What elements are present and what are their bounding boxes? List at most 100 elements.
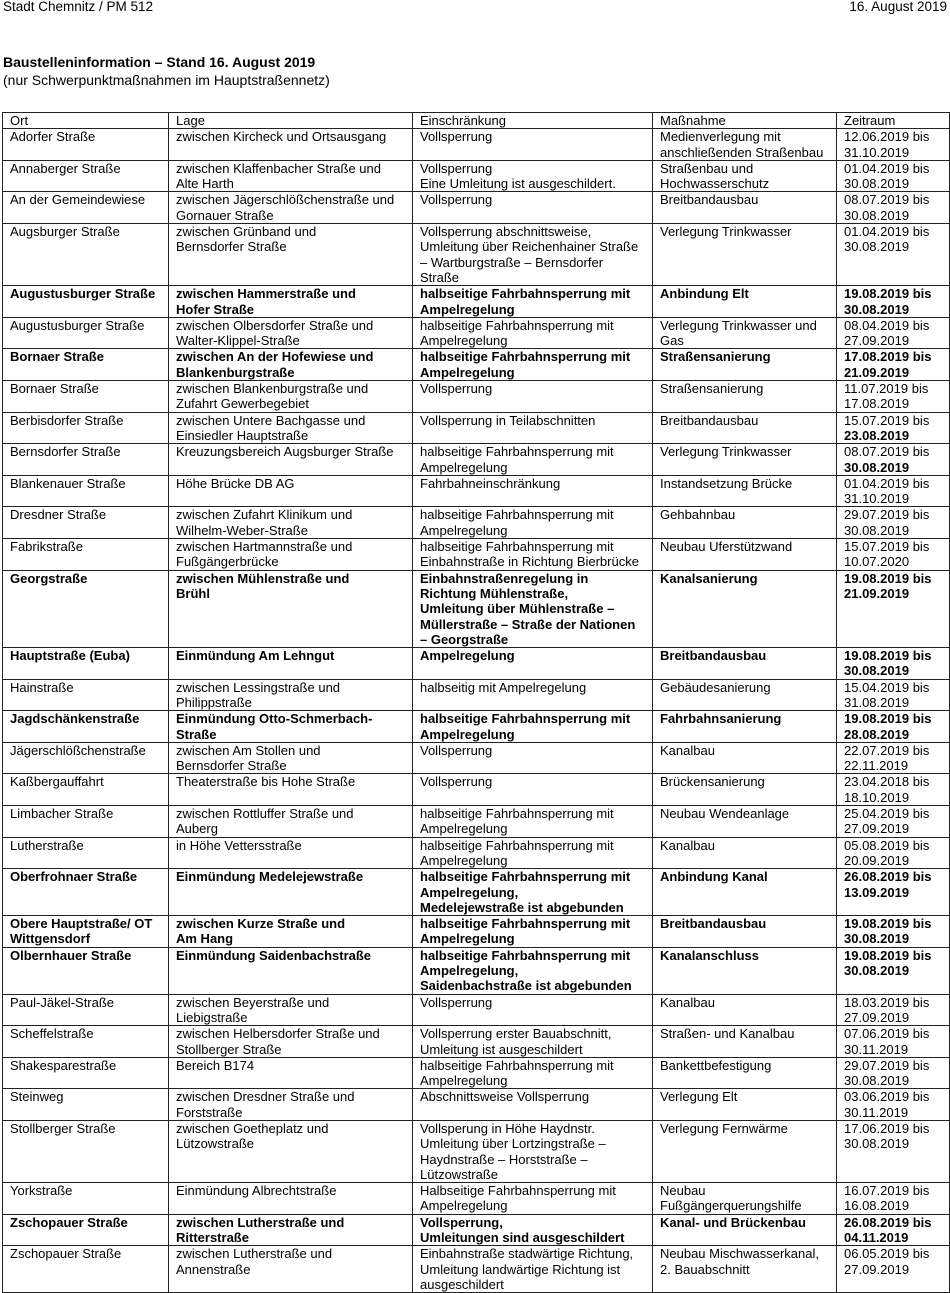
zeitraum-bis-label: bis xyxy=(912,160,930,176)
cell-zeitraum: 26.08.2019 bis 04.11.2019 xyxy=(836,1213,950,1247)
zeitraum-bis: 27.09.2019 xyxy=(844,1009,910,1025)
cell-einschraenkung: halbseitige Fahrbahnsperrung mit Ampelre… xyxy=(412,348,653,382)
cell-ort: Paul-Jäkel-Straße xyxy=(2,993,169,1027)
cell-zeitraum: 19.08.2019 bis 30.08.2019 xyxy=(836,285,950,318)
cell-zeitraum: 01.04.2019 bis 30.08.2019 xyxy=(836,223,950,287)
cell-zeitraum: 03.06.2019 bis 30.11.2019 xyxy=(836,1088,950,1121)
zeitraum-bis: 30.08.2019 xyxy=(844,301,910,317)
cell-lage: zwischen Dresdner Straße und Forststraße xyxy=(168,1088,413,1121)
cell-massnahme: Gebäudesanierung xyxy=(652,678,837,712)
cell-einschraenkung: halbseitige Fahrbahnsperrung mit Ampelre… xyxy=(412,316,653,350)
zeitraum-von: 29.07.2019 xyxy=(844,507,910,523)
cell-massnahme: Medienverlegung mit anschließenden Straß… xyxy=(652,128,837,161)
cell-einschraenkung: Halbseitige Fahrbahnsperrung mit Ampelre… xyxy=(412,1182,653,1215)
zeitraum-bis-label: bis xyxy=(912,1026,930,1042)
cell-zeitraum: 19.08.2019 bis 28.08.2019 xyxy=(836,710,950,743)
cell-ort: An der Gemeindewiese xyxy=(2,191,169,225)
zeitraum-von: 18.03.2019 xyxy=(844,994,910,1010)
zeitraum-bis: 30.11.2019 xyxy=(844,1104,909,1120)
cell-zeitraum: 26.08.2019 bis 13.09.2019 xyxy=(836,868,950,917)
zeitraum-bis-label: bis xyxy=(912,711,932,727)
cell-ort: Shakesparestraße xyxy=(2,1056,169,1090)
zeitraum-bis-label: bis xyxy=(912,916,932,932)
cell-zeitraum: 16.07.2019 bis 16.08.2019 xyxy=(836,1182,950,1215)
cell-zeitraum: 01.04.2019 bis 30.08.2019 xyxy=(836,159,950,193)
cell-massnahme: Kanalanschluss xyxy=(652,946,837,995)
cell-einschraenkung: Vollsperrung erster Bauabschnitt, Umleit… xyxy=(412,1025,653,1058)
table-header-row: Ort Lage Einschränkung Maßnahme Zeitraum xyxy=(2,111,950,130)
zeitraum-bis: 27.09.2019 xyxy=(844,821,910,837)
cell-einschraenkung: halbseitige Fahrbahnsperrung mit Ampelre… xyxy=(412,868,653,917)
cell-massnahme: Brückensanierung xyxy=(652,773,837,807)
cell-massnahme: Kanal- und Brückenbau xyxy=(652,1213,837,1247)
zeitraum-von: 03.06.2019 xyxy=(844,1089,910,1105)
zeitraum-von: 07.06.2019 xyxy=(844,1026,910,1042)
column-header-lage: Lage xyxy=(168,111,413,130)
cell-zeitraum: 25.04.2019 bis 27.09.2019 xyxy=(836,805,950,838)
cell-ort: Fabrikstraße xyxy=(2,538,169,571)
table-row: Hauptstraße (Euba) Einmündung Am Lehngut A… xyxy=(2,647,950,680)
zeitraum-von: 11.07.2019 xyxy=(844,381,909,397)
zeitraum-von: 08.04.2019 xyxy=(844,317,910,333)
zeitraum-von: 29.07.2019 xyxy=(844,1057,910,1073)
cell-zeitraum: 17.06.2019 bis 30.08.2019 xyxy=(836,1119,950,1184)
cell-massnahme: Bankettbefestigung xyxy=(652,1056,837,1090)
cell-einschraenkung: halbseitige Fahrbahnsperrung mit Ampelre… xyxy=(412,506,653,540)
zeitraum-von: 15.07.2019 xyxy=(844,539,910,555)
cell-einschraenkung: Vollsperrung abschnittsweise, Umleitung … xyxy=(412,223,653,287)
zeitraum-bis: 18.10.2019 xyxy=(844,789,910,805)
cell-einschraenkung: Vollsperung in Höhe Haydnstr. Umleitung … xyxy=(412,1119,653,1184)
cell-lage: zwischen Untere Bachgasse und Einsiedler… xyxy=(168,411,413,445)
cell-massnahme: Neubau Mischwasserkanal, 2. Bauabschnitt xyxy=(652,1245,837,1293)
zeitraum-von: 19.08.2019 xyxy=(844,286,910,302)
table-row: Georgstraße zwischen Mühlenstraße und Brü… xyxy=(2,569,950,649)
cell-lage: zwischen Am Stollen und Bernsdorfer Stra… xyxy=(168,741,413,775)
zeitraum-bis: 17.08.2019 xyxy=(844,396,910,412)
cell-einschraenkung: halbseitige Fahrbahnsperrung mit Ampelre… xyxy=(412,915,653,948)
column-header-ort: Ort xyxy=(2,111,169,130)
cell-lage: zwischen Goetheplatz und Lützowstraße xyxy=(168,1119,413,1184)
table-row: Blankenauer Straße Höhe Brücke DB AG Fahrb… xyxy=(2,474,950,508)
zeitraum-bis: 31.10.2019 xyxy=(844,144,910,160)
cell-massnahme: Gehbahnbau xyxy=(652,506,837,540)
cell-zeitraum: 29.07.2019 bis 30.08.2019 xyxy=(836,506,950,540)
cell-ort: Stollberger Straße xyxy=(2,1119,169,1184)
zeitraum-von: 19.08.2019 xyxy=(844,570,910,586)
table-row: Olbernhauer Straße Einmündung Saidenbachs… xyxy=(2,946,950,995)
zeitraum-bis: 30.08.2019 xyxy=(844,931,910,947)
table-row: Dresdner Straße zwischen Zufahrt Klinikum… xyxy=(2,506,950,540)
cell-ort: Jagdschänkenstraße xyxy=(2,710,169,743)
zeitraum-bis: 22.11.2019 xyxy=(844,758,909,774)
cell-ort: Obere Hauptstraße/ OT Wittgensdorf xyxy=(2,915,169,948)
cell-einschraenkung: halbseitig mit Ampelregelung xyxy=(412,678,653,712)
cell-zeitraum: 18.03.2019 bis 27.09.2019 xyxy=(836,993,950,1027)
table-row: Augsburger Straße zwischen Grünband und B… xyxy=(2,223,950,287)
cell-einschraenkung: halbseitige Fahrbahnsperrung mit Ampelre… xyxy=(412,285,653,318)
table-row: Oberfrohnaer Straße Einmündung Medelejews… xyxy=(2,868,950,917)
zeitraum-bis: 21.09.2019 xyxy=(844,585,910,601)
cell-zeitraum: 07.06.2019 bis 30.11.2019 xyxy=(836,1025,950,1058)
table-row: Yorkstraße Einmündung Albrechtstraße Halbs… xyxy=(2,1182,950,1215)
zeitraum-von: 15.04.2019 xyxy=(844,679,910,695)
zeitraum-bis: 30.08.2019 xyxy=(844,1136,910,1152)
cell-einschraenkung: halbseitige Fahrbahnsperrung mit Einbahn… xyxy=(412,538,653,571)
zeitraum-bis: 30.08.2019 xyxy=(844,176,910,192)
zeitraum-bis: 30.08.2019 xyxy=(844,459,910,475)
zeitraum-bis: 30.08.2019 xyxy=(844,663,910,679)
table-row: Augustusburger Straße zwischen Hammerstra… xyxy=(2,285,950,318)
table-row: Zschopauer Straße zwischen Lutherstraße u… xyxy=(2,1213,950,1247)
cell-zeitraum: 05.08.2019 bis 20.09.2019 xyxy=(836,836,950,870)
table-row: Jagdschänkenstraße Einmündung Otto-Schmer… xyxy=(2,710,950,743)
cell-einschraenkung: Einbahnstraße stadwärtige Richtung, Umle… xyxy=(412,1245,653,1293)
cell-einschraenkung: Fahrbahneinschränkung xyxy=(412,474,653,508)
cell-lage: Einmündung Am Lehngut xyxy=(168,647,413,680)
cell-einschraenkung: Vollsperrung in Teilabschnitten xyxy=(412,411,653,445)
zeitraum-von: 15.07.2019 xyxy=(844,412,910,428)
zeitraum-von: 19.08.2019 xyxy=(844,711,910,727)
cell-einschraenkung: halbseitige Fahrbahnsperrung mit Ampelre… xyxy=(412,805,653,838)
zeitraum-bis-label: bis xyxy=(912,869,932,885)
cell-lage: zwischen Lutherstraße und Ritterstraße xyxy=(168,1213,413,1247)
cell-lage: zwischen Grünband und Bernsdorfer Straße xyxy=(168,223,413,287)
cell-massnahme: Kanalsanierung xyxy=(652,569,837,649)
zeitraum-bis-label: bis xyxy=(912,349,932,365)
